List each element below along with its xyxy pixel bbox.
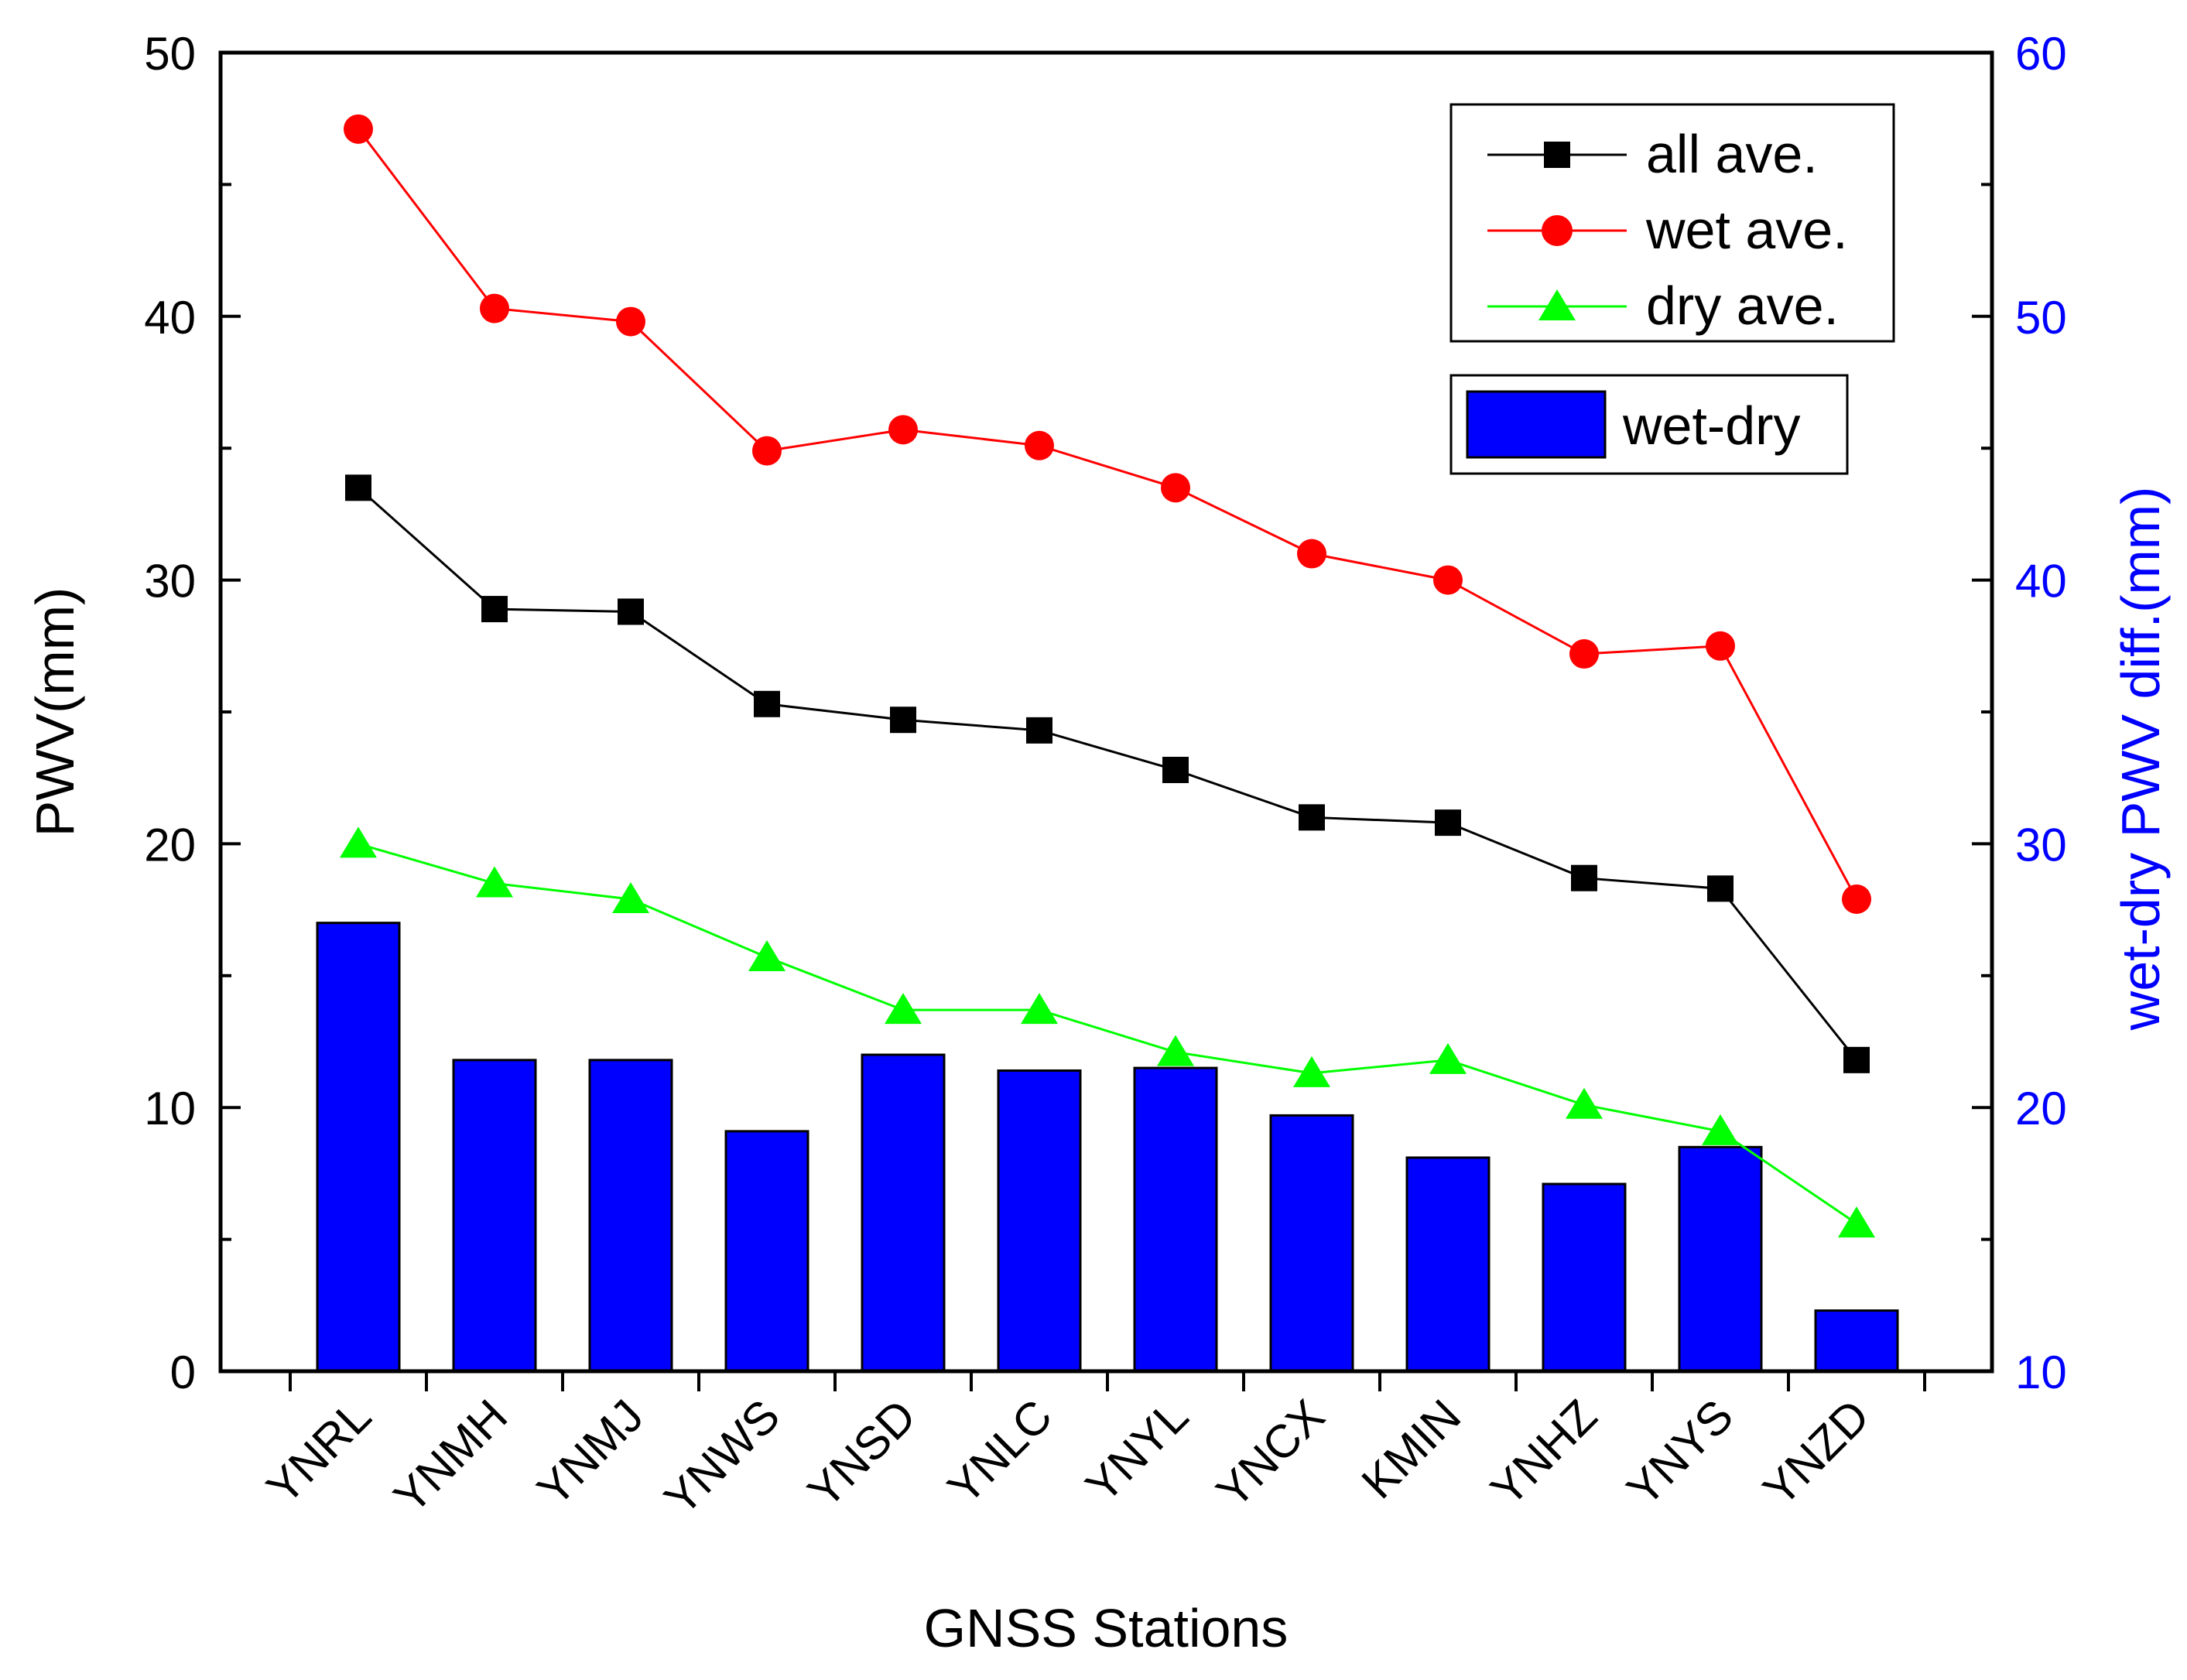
y-left-tick-label: 30 <box>144 556 196 607</box>
legend-label-dry: dry ave. <box>1646 275 1839 336</box>
legend-lines-box <box>1449 103 1895 343</box>
point-dry-ynhz <box>1566 1087 1603 1119</box>
y-left-tick-label: 0 <box>170 1346 196 1398</box>
point-all-ynzd <box>1843 1046 1870 1073</box>
point-all-yncx <box>1299 804 1325 831</box>
legend-label-wet: wet ave. <box>1645 200 1848 260</box>
y-right-tick-label: 60 <box>2015 28 2067 80</box>
x-tick-label-ynyl: YNYL <box>1076 1390 1198 1512</box>
legend-marker-all <box>1544 142 1570 168</box>
point-wet-ynsd <box>888 415 918 445</box>
point-dry-ynws <box>748 939 785 971</box>
bar-ynws <box>724 1130 809 1373</box>
series-line-all <box>358 487 1858 1061</box>
y-left-tick-label: 20 <box>144 819 196 871</box>
point-wet-ynws <box>752 436 782 466</box>
bar-ynsd <box>861 1053 946 1373</box>
y-right-tick-label: 20 <box>2015 1083 2067 1134</box>
legend-bars: wet-dry <box>1449 374 1849 475</box>
y-axis-left-title: PWV(mm) <box>25 587 85 837</box>
point-dry-ynrl <box>340 826 377 858</box>
x-axis-title: GNSS Stations <box>924 1598 1289 1658</box>
point-all-ynmh <box>481 596 508 623</box>
point-all-ynrl <box>345 474 371 501</box>
point-all-ynys <box>1707 875 1734 902</box>
point-wet-yncx <box>1297 539 1326 569</box>
bar-ynrl <box>316 922 401 1373</box>
point-dry-kmin <box>1429 1042 1467 1074</box>
point-all-ynyl <box>1162 756 1189 783</box>
y-left-tick-label: 50 <box>144 28 196 80</box>
x-tick-label-ynrl: YNRL <box>257 1390 382 1514</box>
bar-kmin <box>1405 1156 1491 1373</box>
point-all-ynsd <box>890 707 916 734</box>
series-line-wet <box>357 128 1858 900</box>
point-all-ynlc <box>1026 717 1052 744</box>
point-all-ynhz <box>1571 864 1597 891</box>
x-tick-label-kmin: KMIN <box>1352 1390 1470 1508</box>
bar-ynzd <box>1814 1309 1899 1373</box>
x-tick-label-ynsd: YNSD <box>798 1390 926 1517</box>
x-tick-label-ynmj: YNMJ <box>527 1390 653 1516</box>
lines-layer <box>340 114 1875 1238</box>
y-right-tick-label: 10 <box>2015 1346 2067 1398</box>
bar-ynmh <box>452 1059 537 1373</box>
bar-ynlc <box>997 1069 1082 1373</box>
point-dry-ynys <box>1702 1114 1739 1145</box>
x-tick-label-ynys: YNYS <box>1617 1390 1743 1516</box>
legend-label-wetdry: wet-dry <box>1622 395 1800 456</box>
x-tick-label-ynzd: YNZD <box>1753 1390 1879 1516</box>
legend-lines: all ave. wet ave. dry ave. <box>1449 103 1895 343</box>
point-wet-ynmh <box>480 293 509 323</box>
point-wet-kmin <box>1433 565 1463 595</box>
x-tick-label-ynhz: YNHZ <box>1480 1390 1607 1516</box>
point-all-ynmj <box>618 598 644 625</box>
point-dry-ynmh <box>476 866 513 898</box>
point-wet-ynys <box>1706 631 1735 661</box>
point-wet-ynyl <box>1161 473 1190 503</box>
x-tick-label-yncx: YNCX <box>1206 1390 1334 1517</box>
bar-yncx <box>1269 1114 1354 1373</box>
point-dry-ynzd <box>1838 1206 1875 1238</box>
point-dry-ynlc <box>1021 993 1058 1025</box>
point-dry-yncx <box>1293 1056 1330 1087</box>
legend-marker-wet <box>1542 215 1573 246</box>
point-all-kmin <box>1435 809 1461 837</box>
bar-ynmj <box>588 1059 673 1373</box>
point-all-ynws <box>754 690 780 717</box>
bar-ynyl <box>1133 1066 1218 1373</box>
bar-ynhz <box>1542 1182 1627 1373</box>
point-wet-ynrl <box>344 114 373 144</box>
series-line-dry <box>358 842 1857 1225</box>
bar-ynys <box>1678 1145 1763 1373</box>
point-wet-ynmj <box>616 306 645 337</box>
x-tick-label-ynlc: YNLC <box>938 1390 1063 1514</box>
legend-label-all: all ave. <box>1646 124 1818 184</box>
x-tick-label-ynmh: YNMH <box>384 1390 517 1523</box>
y-right-tick-label: 30 <box>2015 819 2067 871</box>
y-axis-right-title: wet-dry PWV diff.(mm) <box>2110 487 2171 1032</box>
y-right-tick-label: 50 <box>2015 292 2067 344</box>
x-tick-label-ynws: YNWS <box>655 1390 790 1525</box>
point-wet-ynhz <box>1569 639 1599 669</box>
y-left-tick-label: 10 <box>144 1083 196 1134</box>
y-left-tick-label: 40 <box>144 292 196 344</box>
bars-layer <box>316 922 1899 1373</box>
point-wet-ynzd <box>1842 884 1871 914</box>
point-dry-ynmj <box>612 881 649 913</box>
legend-marker-dry <box>1538 289 1576 320</box>
y-right-tick-label: 40 <box>2015 556 2067 607</box>
point-dry-ynyl <box>1157 1035 1194 1066</box>
point-wet-ynlc <box>1025 430 1054 460</box>
legend-marker-wetdry <box>1466 390 1607 459</box>
point-dry-ynsd <box>885 993 922 1025</box>
